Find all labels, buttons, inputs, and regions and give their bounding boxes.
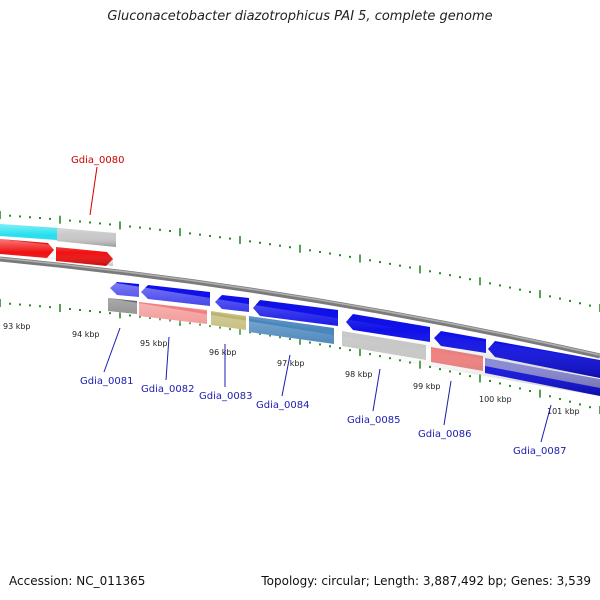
leader-line (281, 354, 291, 397)
genome-backbone-highlight (0, 257, 600, 356)
leader-line (443, 380, 452, 426)
top-strand-features (0, 224, 116, 266)
gene-label-gdia-0080: Gdia_0080 (71, 155, 124, 166)
leader-line (165, 336, 170, 381)
gene-label-gdia-0087: Gdia_0087 (513, 446, 566, 457)
kbp-label: 100 kbp (479, 395, 512, 404)
gene-label-gdia-0083: Gdia_0083 (199, 391, 252, 402)
leader-line (89, 166, 98, 216)
kbp-label: 94 kbp (72, 330, 100, 339)
kbp-label: 99 kbp (413, 382, 441, 391)
kbp-label: 101 kbp (547, 407, 580, 416)
kbp-label: 93 kbp (3, 322, 31, 331)
kbp-labels: 93 kbp 94 kbp 95 kbp 96 kbp 97 kbp 98 kbp 99 k… (3, 322, 580, 416)
kbp-label: 97 kbp (277, 359, 305, 368)
gene-label-gdia-0085: Gdia_0085 (347, 415, 400, 426)
gene-labels: Gdia_0080 Gdia_0081 Gdia_0082 Gdia_0083 Gdia… (71, 155, 566, 457)
leader-line (103, 327, 121, 373)
outer-tick-ring (0, 211, 600, 312)
gene-label-gdia-0082: Gdia_0082 (141, 384, 194, 395)
genome-backbone (0, 256, 600, 359)
gene-label-leaders (89, 166, 552, 443)
gene-label-gdia-0084: Gdia_0084 (256, 400, 309, 411)
kbp-label: 95 kbp (140, 339, 168, 348)
accession-text: Accession: NC_011365 (9, 574, 146, 588)
genome-summary-text: Topology: circular; Length: 3,887,492 bp… (261, 574, 591, 588)
leader-line (540, 404, 552, 443)
kbp-label: 98 kbp (345, 370, 373, 379)
kbp-label: 96 kbp (209, 348, 237, 357)
bottom-strand-features (108, 282, 600, 396)
gene-label-gdia-0081: Gdia_0081 (80, 376, 133, 387)
leader-line (372, 368, 381, 412)
gene-label-gdia-0086: Gdia_0086 (418, 429, 471, 440)
map-title: Gluconacetobacter diazotrophicus PAI 5, … (107, 9, 493, 24)
